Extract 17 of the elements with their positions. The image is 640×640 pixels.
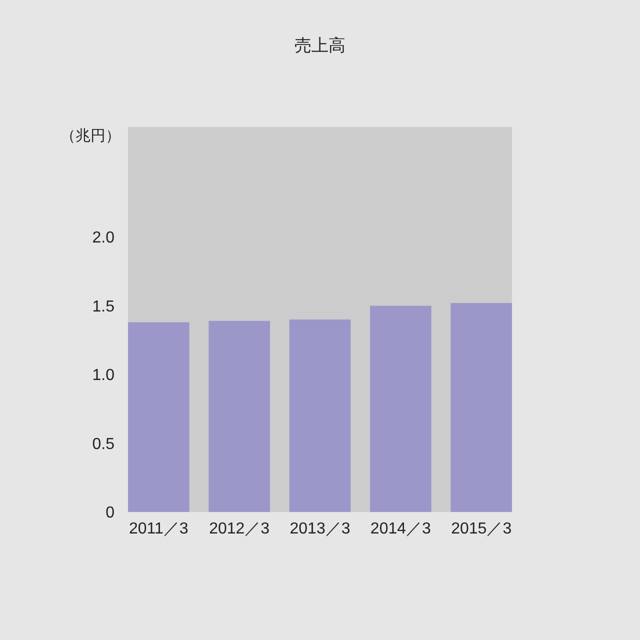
x-tick-label: 2014／3 [370,520,432,538]
x-tick-label: 2015／3 [451,520,512,538]
y-tick-label: 2.0 [92,230,115,246]
bar [450,303,512,512]
bar [128,322,190,512]
x-tick-label: 2013／3 [290,520,350,538]
bar [370,306,432,512]
bar [208,320,270,512]
x-tick-label: 2012／3 [209,520,270,538]
x-tick-label: 2011／3 [129,520,188,538]
chart-title: 売上高 [294,36,346,55]
y-tick-label: 1.5 [92,298,115,316]
y-tick-label: 0.5 [92,436,115,453]
y-axis-title: （兆円） [60,128,120,144]
y-tick-label: 0 [106,504,115,522]
y-tick-label: 1.0 [92,367,115,384]
bar [289,320,351,512]
